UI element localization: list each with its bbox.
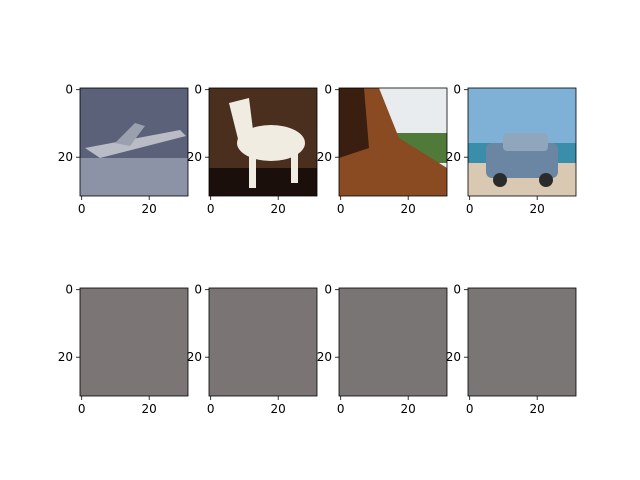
y-tick-label: 20: [187, 150, 202, 164]
y-tick-label: 0: [194, 283, 202, 297]
y-tick-label: 0: [65, 283, 73, 297]
x-tick-label: 20: [271, 202, 286, 216]
x-tick-label: 0: [78, 202, 86, 216]
axes-frame: [467, 287, 577, 397]
y-tick-label: 0: [453, 83, 461, 97]
image-panel-8: 0 0 20 20: [446, 283, 577, 416]
image-panel-1: 0 0 20 20: [58, 83, 189, 216]
x-tick-label: 0: [466, 202, 474, 216]
y-tick-label: 20: [317, 150, 332, 164]
y-tick-label: 0: [65, 83, 73, 97]
axes-frame: [208, 87, 318, 197]
axes-frame: [79, 287, 189, 397]
x-tick-label: 0: [337, 402, 345, 416]
x-tick-label: 20: [401, 402, 416, 416]
y-tick-label: 20: [446, 150, 461, 164]
y-tick-label: 20: [58, 350, 73, 364]
y-tick-label: 0: [324, 283, 332, 297]
x-tick-label: 0: [78, 402, 86, 416]
y-tick-label: 20: [317, 350, 332, 364]
y-tick-label: 20: [58, 150, 73, 164]
y-tick-label: 0: [194, 83, 202, 97]
axes-frame: [338, 287, 448, 397]
x-tick-label: 20: [142, 402, 157, 416]
y-tick-label: 20: [446, 350, 461, 364]
x-tick-label: 20: [530, 402, 545, 416]
x-tick-label: 20: [530, 202, 545, 216]
x-tick-label: 0: [337, 202, 345, 216]
image-panel-6: 0 0 20 20: [187, 283, 318, 416]
x-tick-label: 20: [401, 202, 416, 216]
y-tick-label: 0: [324, 83, 332, 97]
image-panel-2: 0 0 20 20: [187, 83, 318, 216]
y-tick-label: 0: [453, 283, 461, 297]
image-panel-7: 0 0 20 20: [317, 283, 448, 416]
axes-frame: [208, 287, 318, 397]
x-tick-label: 0: [466, 402, 474, 416]
image-panel-5: 0 0 20 20: [58, 283, 189, 416]
x-tick-label: 0: [207, 402, 215, 416]
image-panel-3: 0 0 20 20: [317, 83, 448, 216]
x-tick-label: 20: [142, 202, 157, 216]
axes-frame: [338, 87, 448, 197]
axes-frame: [467, 87, 577, 197]
x-tick-label: 20: [271, 402, 286, 416]
y-tick-label: 20: [187, 350, 202, 364]
axes-frame: [79, 87, 189, 197]
image-panel-4: 0 0 20 20: [446, 83, 577, 216]
x-tick-label: 0: [207, 202, 215, 216]
